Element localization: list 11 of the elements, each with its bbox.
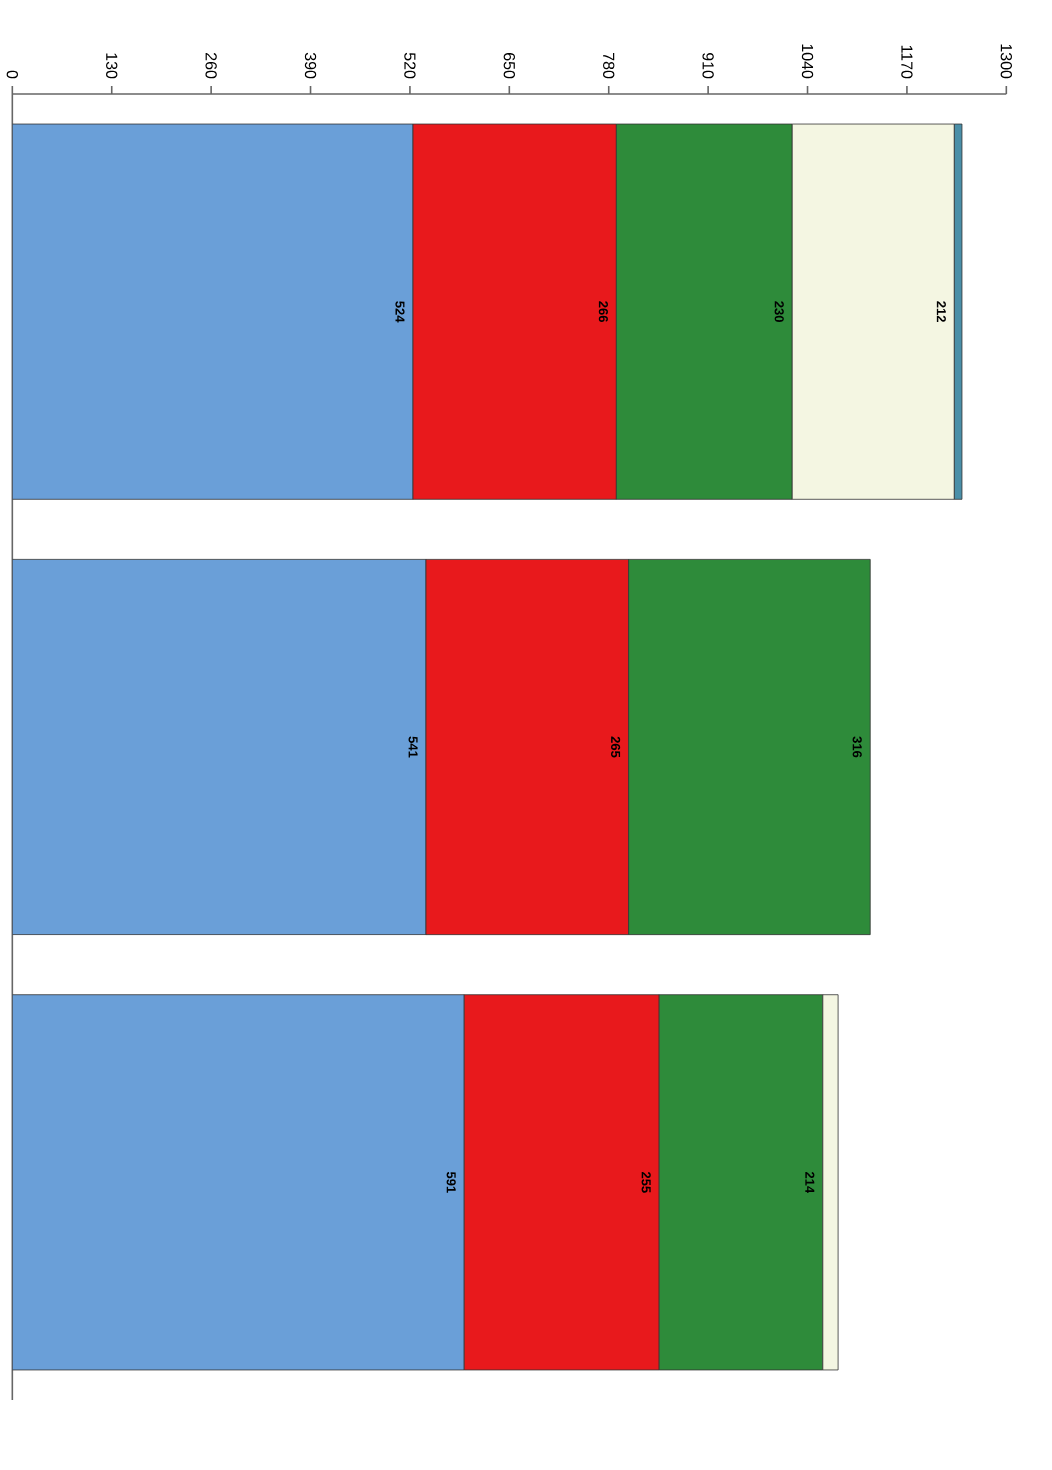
x-tick-label: 130 [105, 53, 118, 79]
x-tick-label: 1300 [1000, 44, 1012, 79]
x-tick-label: 390 [304, 52, 317, 79]
x-tick-label: 260 [205, 53, 217, 79]
x-tick-label: 0 [6, 70, 18, 79]
x-tick-label: 780 [602, 53, 615, 79]
x-tick-label: 1170 [901, 45, 913, 79]
x-tick-label: 520 [404, 52, 416, 79]
x-tick-label: 650 [503, 53, 515, 79]
x-tick-label: 1040 [801, 44, 814, 79]
x-tick-label: 910 [702, 53, 714, 79]
